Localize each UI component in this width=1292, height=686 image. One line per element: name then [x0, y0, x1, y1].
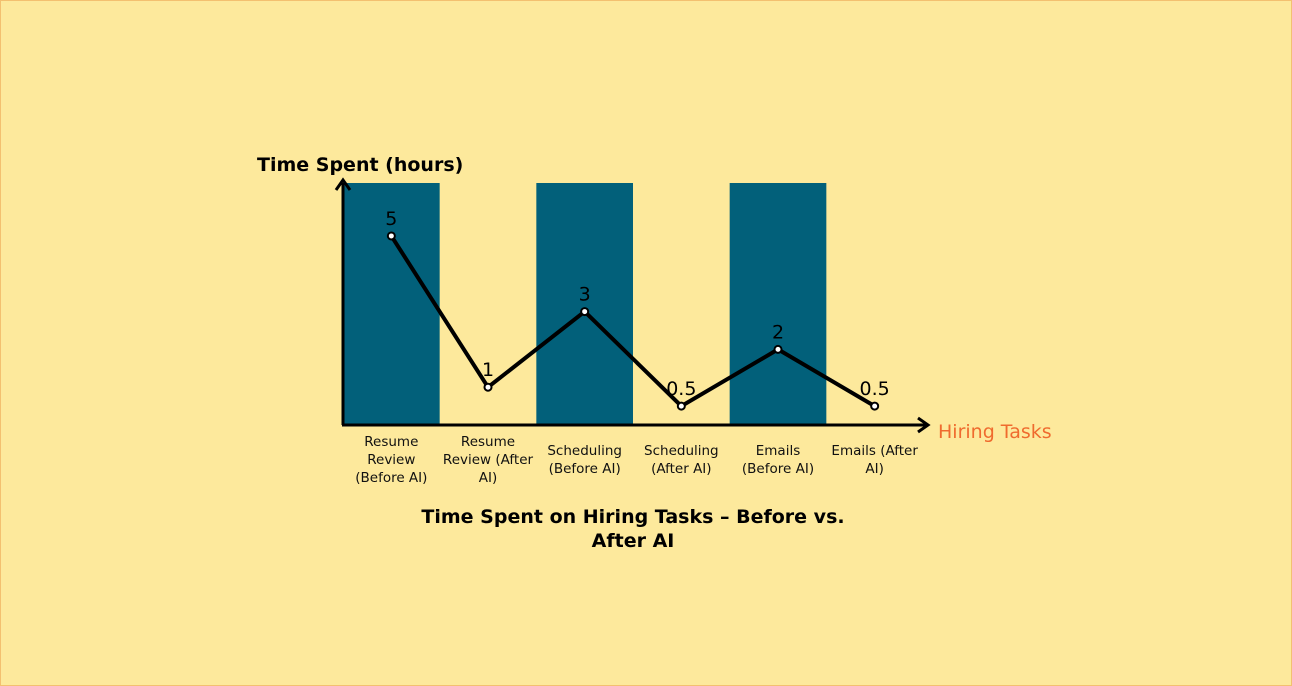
- data-point: [483, 382, 493, 392]
- y-axis-arrowhead: [334, 177, 352, 191]
- x-tick-label: Scheduling (After AI): [644, 443, 719, 477]
- y-axis-label: Time Spent (hours): [257, 154, 463, 176]
- data-label: 0.5: [666, 378, 696, 400]
- band-0: [343, 183, 440, 425]
- series-polyline: [389, 234, 876, 409]
- axes: [334, 177, 931, 434]
- x-tick-label: Scheduling (Before AI): [547, 443, 622, 477]
- data-point: [580, 307, 590, 317]
- x-tick-label: Resume Review (After AI): [443, 434, 534, 486]
- chart-title-line: Time Spent on Hiring Tasks – Before vs.: [421, 506, 844, 528]
- data-point: [773, 344, 783, 354]
- x-tick-label: Emails (Before AI): [742, 443, 814, 477]
- x-tick-labels: Resume Review (Before AI) Resume Review (Aft…: [355, 434, 918, 486]
- data-point: [386, 231, 396, 241]
- data-label: 0.5: [860, 378, 890, 400]
- x-axis-arrowhead: [917, 416, 931, 434]
- x-axis-label: Hiring Tasks: [938, 421, 1052, 443]
- band-4: [729, 183, 827, 425]
- chart-title-line: After AI: [592, 530, 675, 552]
- data-label: 3: [579, 284, 591, 306]
- series-line: [389, 234, 876, 409]
- data-label: 5: [385, 208, 397, 230]
- data-labels: 5 1 3 0.5 2 0.5: [385, 208, 889, 400]
- chart-title: Time Spent on Hiring Tasks – Before vs.A…: [421, 506, 844, 552]
- data-points: [386, 231, 880, 411]
- band-2: [536, 183, 633, 425]
- data-label: 1: [482, 359, 494, 381]
- x-tick-label: Emails (After AI): [831, 443, 918, 477]
- data-point: [870, 401, 880, 411]
- alternating-bands: [343, 183, 827, 425]
- data-point: [676, 401, 686, 411]
- data-label: 2: [772, 321, 784, 343]
- x-tick-label: Resume Review (Before AI): [355, 434, 427, 486]
